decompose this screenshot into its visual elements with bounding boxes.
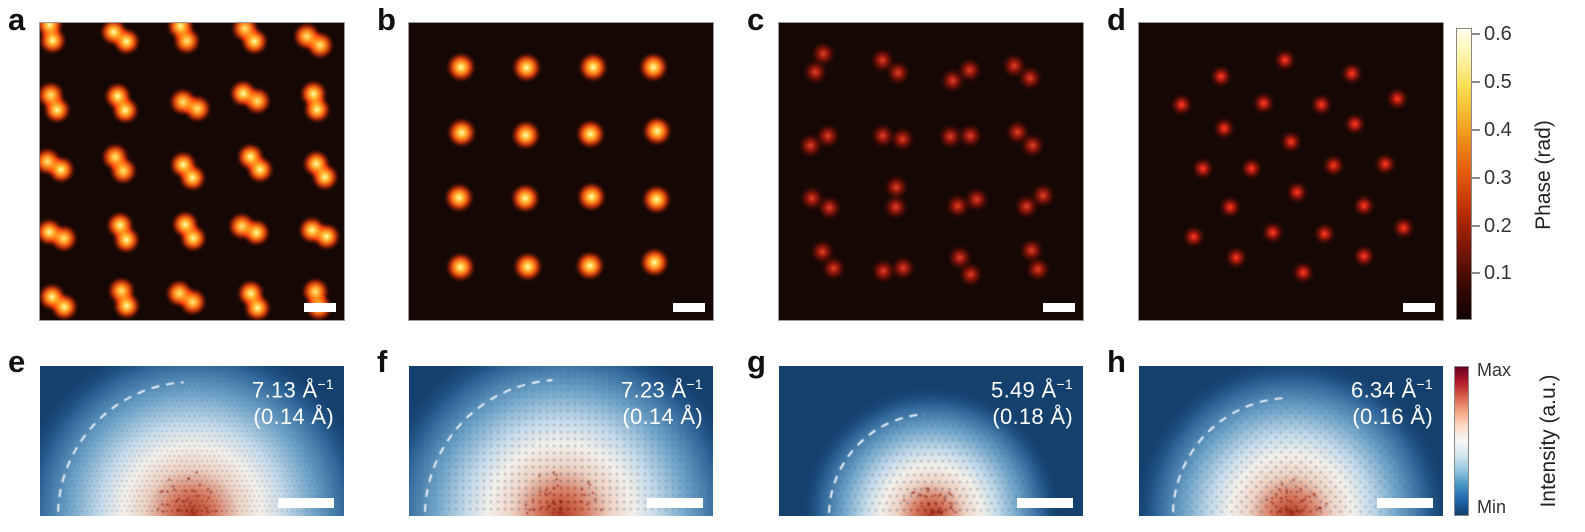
phase-image-panel-b xyxy=(408,22,714,321)
intensity-colorbar-title: Intensity (a.u.) xyxy=(1537,374,1560,508)
diffraction-panel-f: 7.23 Å−1 (0.14 Å) xyxy=(409,366,713,516)
phase-image-panel-a xyxy=(39,22,345,321)
d-value: (0.14 Å) xyxy=(622,404,703,430)
phase-image-panel-c xyxy=(778,22,1084,321)
panel-label-g: g xyxy=(747,344,766,379)
diffraction-image xyxy=(40,366,344,516)
panel-label-h: h xyxy=(1107,344,1126,379)
panel-label-f: f xyxy=(377,344,388,379)
q-exponent: −1 xyxy=(1056,376,1073,392)
phase-colorbar-tick xyxy=(1472,81,1480,83)
d-value: (0.16 Å) xyxy=(1352,404,1433,430)
phase-colorbar-tick-label: 0.2 xyxy=(1484,215,1512,237)
d-value: (0.14 Å) xyxy=(253,404,334,430)
scale-bar xyxy=(304,303,336,312)
panel-label-c: c xyxy=(747,2,765,37)
q-value: 7.13 Å xyxy=(252,377,318,403)
phase-colorbar-tick xyxy=(1472,177,1480,179)
phase-colorbar-tick xyxy=(1472,272,1480,274)
phase-colorbar-tick xyxy=(1472,129,1480,131)
phase-colorbar-tick-label: 0.3 xyxy=(1484,167,1512,189)
phase-colorbar-tick-label: 0.1 xyxy=(1484,262,1512,284)
diffraction-image xyxy=(779,366,1083,516)
scale-bar xyxy=(1403,303,1435,312)
panel-label-e: e xyxy=(8,344,26,379)
phase-colorbar-gradient xyxy=(1456,28,1472,320)
q-exponent: −1 xyxy=(317,376,334,392)
q-value: 5.49 Å xyxy=(991,377,1057,403)
panel-label-a: a xyxy=(8,2,26,37)
phase-image-panel-d xyxy=(1138,22,1444,321)
scale-bar xyxy=(278,498,334,508)
phase-colorbar-tick-label: 0.4 xyxy=(1484,119,1512,141)
q-exponent: −1 xyxy=(686,376,703,392)
phase-colorbar-tick-label: 0.6 xyxy=(1484,23,1512,45)
panel-label-d: d xyxy=(1107,2,1126,37)
scale-bar xyxy=(1377,498,1433,508)
scale-bar xyxy=(1017,498,1073,508)
phase-colorbar-tick xyxy=(1472,225,1480,227)
q-value: 6.34 Å xyxy=(1351,377,1417,403)
atom-lattice-image xyxy=(409,23,713,320)
phase-colorbar-title: Phase (rad) xyxy=(1532,120,1555,230)
intensity-max-label: Max xyxy=(1477,360,1512,380)
intensity-colorbar-gradient xyxy=(1454,366,1469,516)
atom-lattice-image xyxy=(40,23,344,320)
resolution-annotation: 7.23 Å−1 (0.14 Å) xyxy=(621,371,703,430)
phase-colorbar-tick-label: 0.5 xyxy=(1484,71,1512,93)
diffraction-panel-e: 7.13 Å−1 (0.14 Å) xyxy=(40,366,344,516)
diffraction-image xyxy=(1139,366,1443,516)
scale-bar xyxy=(647,498,703,508)
q-exponent: −1 xyxy=(1416,376,1433,392)
atom-lattice-image xyxy=(779,23,1083,320)
atom-lattice-image xyxy=(1139,23,1443,320)
diffraction-panel-h: 6.34 Å−1 (0.16 Å) xyxy=(1139,366,1443,516)
phase-colorbar-tick xyxy=(1472,33,1480,35)
d-value: (0.18 Å) xyxy=(992,404,1073,430)
resolution-annotation: 5.49 Å−1 (0.18 Å) xyxy=(991,371,1073,430)
scale-bar xyxy=(1043,303,1075,312)
panel-label-b: b xyxy=(377,2,396,37)
resolution-annotation: 6.34 Å−1 (0.16 Å) xyxy=(1351,371,1433,430)
q-value: 7.23 Å xyxy=(621,377,687,403)
diffraction-panel-g: 5.49 Å−1 (0.18 Å) xyxy=(779,366,1083,516)
scale-bar xyxy=(673,303,705,312)
diffraction-image xyxy=(409,366,713,516)
resolution-annotation: 7.13 Å−1 (0.14 Å) xyxy=(252,371,334,430)
intensity-min-label: Min xyxy=(1477,497,1507,517)
